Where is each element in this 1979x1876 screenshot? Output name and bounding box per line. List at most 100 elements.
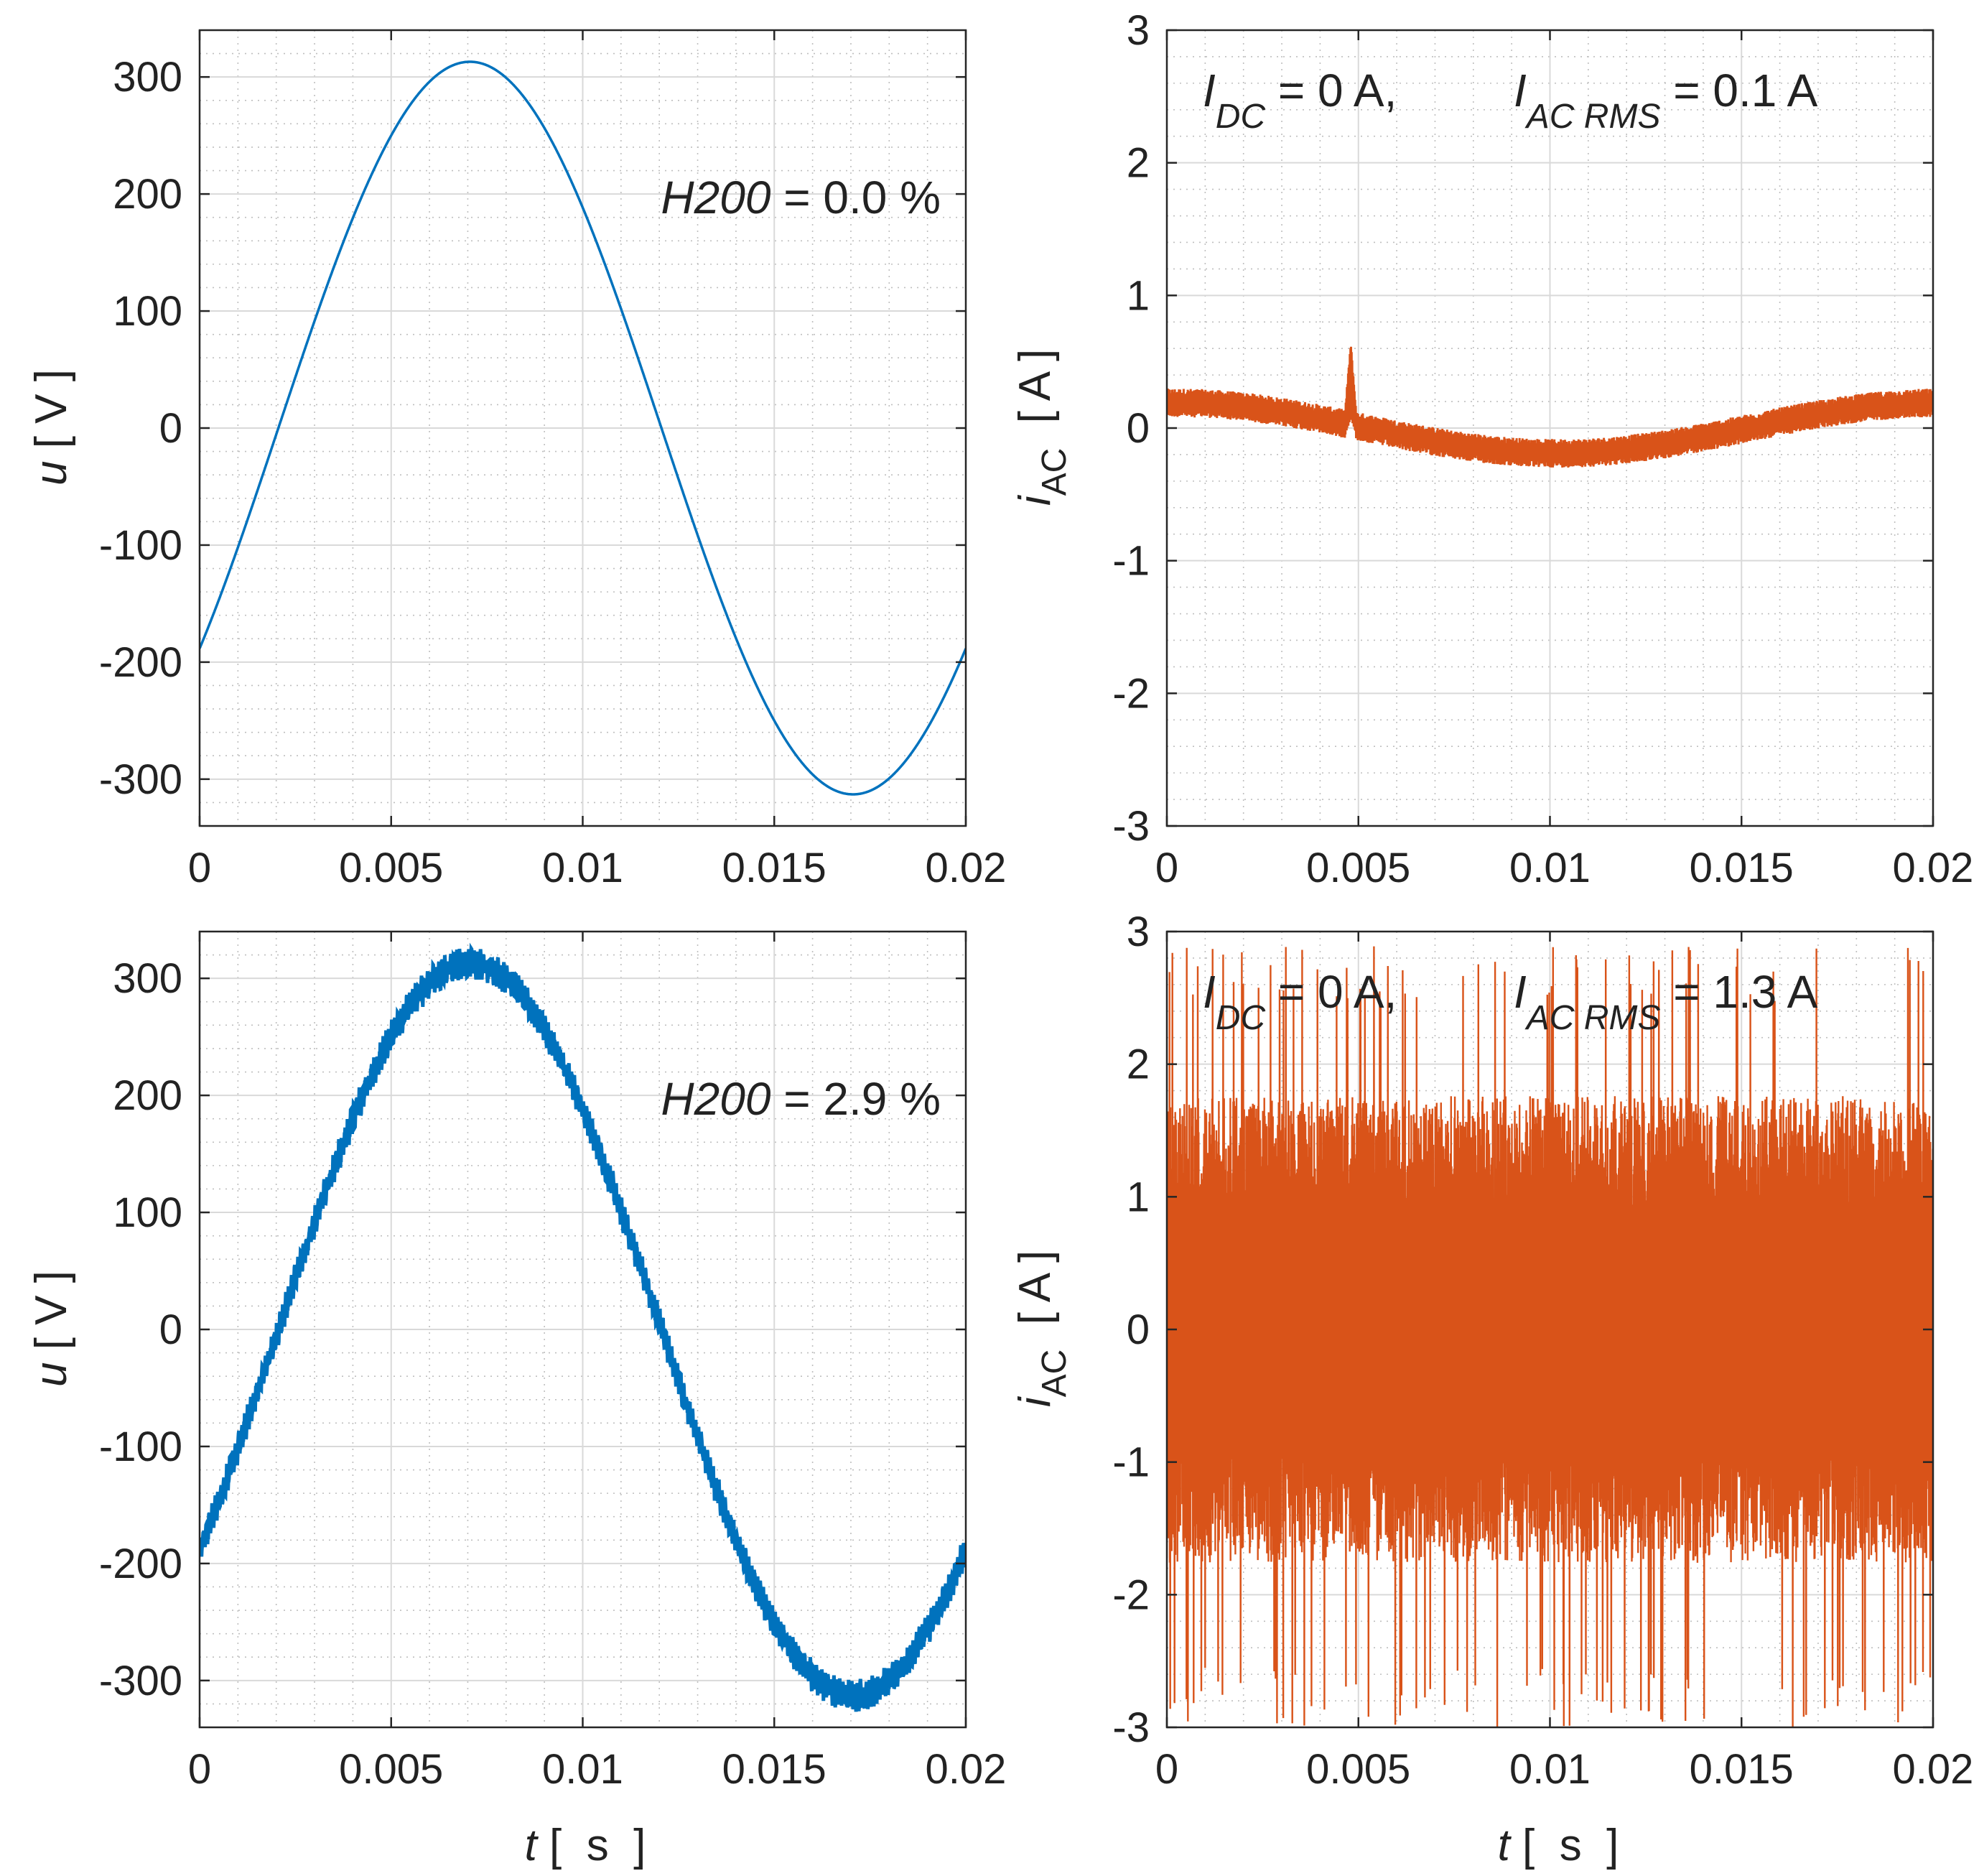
voltage-top-y-tick-label: -300 [99,756,182,803]
current-bottom-xlabel-var: t [1498,1821,1512,1870]
voltage-bottom-y-tick-label: 300 [113,955,182,1002]
current-bottom-ann-t2: = 1.3 A [1660,966,1817,1018]
current-top-series [1167,346,1933,468]
current-top-y-tick-label: 2 [1127,140,1150,187]
current-top-y-tick-label: -2 [1112,670,1150,717]
current-bottom-ylabel-sub: AC [1035,1350,1074,1398]
voltage-top-y-tick-label: 100 [113,288,182,335]
current-top-x-tick-label: 0.01 [1509,845,1591,891]
voltage-top-x-tick-label: 0.01 [542,845,623,891]
voltage-top-ylabel-var: u [27,461,76,486]
voltage-bottom-y-tick-label: -100 [99,1424,182,1470]
current-top-ann-t2: = 0.1 A [1660,65,1817,116]
current-top-ann-i1: I [1203,65,1216,116]
current-top-y-tick-label: -3 [1112,803,1150,850]
current-top-annotation-rms: IAC RMS = 0.1 A [1514,65,1818,136]
voltage-bottom-x-tick-label: 0.01 [542,1746,623,1793]
current-bottom-annotation: IDC = 0 A, [1203,966,1397,1037]
voltage-bottom-x-tick-label: 0.015 [722,1746,826,1793]
current-top-ann-i2: I [1514,65,1527,116]
current-bottom-series [1167,946,1933,1727]
current-bottom-x-tick-label: 0.02 [1893,1746,1974,1793]
voltage-bottom-x-tick-label: 0 [188,1746,211,1793]
voltage-top-y-tick-label: 0 [159,405,182,452]
current-bottom-y-tick-label: 2 [1127,1041,1150,1088]
current-top-ann-t1: = 0 A, [1265,65,1397,116]
voltage-bottom-x-tick-label: 0.005 [339,1746,443,1793]
current-bottom-ann-s2: AC RMS [1524,999,1661,1037]
current-top-tick-labels: 0 0.005 0.01 0.015 0.02 3 2 1 0 -1 -2 -3 [1112,7,1973,891]
current-bottom-x-tick-label: 0.005 [1306,1746,1410,1793]
current-bottom-xlabel-unit: [ s ] [1522,1821,1619,1870]
current-top-x-tick-label: 0.015 [1690,845,1794,891]
current-bottom-x-tick-label: 0 [1155,1746,1178,1793]
voltage-top-ticks [198,30,967,826]
current-bottom-ann-t1: = 0 A, [1265,966,1397,1018]
voltage-top-x-tick-label: 0.015 [722,845,826,891]
current-top-y-axis-label: iAC [ A ] [1010,349,1074,506]
current-bottom-ann-i1: I [1203,966,1216,1018]
current-top-ylabel-sub: AC [1035,448,1074,496]
current-bottom-x-tick-label: 0.015 [1690,1746,1794,1793]
voltage-top-y-tick-label: -200 [99,639,182,686]
current-bottom-y-tick-label: -2 [1112,1571,1150,1618]
current-bottom-series-line [1167,946,1933,1727]
current-top-ylabel-var: i [1010,494,1060,506]
current-bottom-y-tick-label: 0 [1127,1306,1150,1353]
voltage-bottom-x-tick-label: 0.02 [926,1746,1007,1793]
voltage-bottom-ticks [198,932,967,1727]
voltage-bottom-ylabel-var: u [27,1362,76,1387]
voltage-bottom-annotation-var: H200 [661,1073,770,1125]
voltage-top-x-tick-label: 0.02 [926,845,1007,891]
current-bottom-x-tick-label: 0.01 [1509,1746,1591,1793]
current-bottom-tick-labels: 0 0.005 0.01 0.015 0.02 3 2 1 0 -1 -2 -3 [1112,909,1973,1793]
current-top-ylabel-unit: [ A ] [1010,349,1060,423]
current-bottom-annotation-rms: IAC RMS = 1.3 A [1514,966,1818,1037]
voltage-bottom-y-axis-label: u [ V ] [27,1271,76,1387]
voltage-bottom-tick-labels: 0 0.005 0.01 0.015 0.02 300 200 100 0 -100 -200 -30… [99,955,1007,1793]
voltage-top-x-tick-label: 0 [188,845,211,891]
current-bottom-ylabel-var: i [1010,1396,1060,1407]
voltage-bottom-panel: 0 0.005 0.01 0.015 0.02 300 200 100 0 -100 -200 -30… [27,930,1007,1870]
voltage-top-series-line [200,60,966,796]
voltage-bottom-x-axis-label: t [ s ] [525,1821,646,1870]
voltage-top-annotation-text: = 0.0 % [770,172,941,223]
voltage-top-annotation-var: H200 [661,172,770,223]
current-bottom-ann-i2: I [1514,966,1527,1018]
current-bottom-y-tick-label: 1 [1127,1174,1150,1220]
voltage-bottom-annotation: H200 = 2.9 % [661,1073,941,1125]
voltage-bottom-xlabel-var: t [525,1821,539,1870]
voltage-bottom-series-line [200,942,966,1712]
current-top-x-tick-label: 0.005 [1306,845,1410,891]
voltage-bottom-ylabel-unit: [ V ] [27,1271,76,1350]
current-top-y-tick-label: 1 [1127,272,1150,319]
voltage-bottom-y-tick-label: -300 [99,1658,182,1704]
current-top-y-tick-label: 3 [1127,7,1150,54]
current-top-ticks [1165,29,1934,827]
current-top-ann-s2: AC RMS [1524,98,1661,136]
current-top-ann-s1: DC [1216,98,1266,136]
current-top-x-tick-label: 0.02 [1893,845,1974,891]
current-bottom-ylabel-unit: [ A ] [1010,1250,1060,1324]
voltage-top-x-tick-label: 0.005 [339,845,443,891]
current-top-series-line [1167,346,1933,468]
voltage-top-y-tick-label: 300 [113,54,182,101]
voltage-bottom-xlabel-unit: [ s ] [549,1821,646,1870]
current-bottom-x-axis-label: t [ s ] [1498,1821,1619,1870]
voltage-bottom-y-tick-label: -200 [99,1541,182,1587]
current-top-annotation: IDC = 0 A, [1203,65,1397,136]
voltage-top-y-tick-label: 200 [113,171,182,218]
voltage-top-grid [199,29,967,827]
voltage-top-y-axis-label: u [ V ] [27,369,76,486]
current-bottom-ticks [1165,930,1934,1729]
voltage-bottom-y-tick-label: 200 [113,1072,182,1119]
current-bottom-ann-s1: DC [1216,999,1266,1037]
voltage-bottom-series [200,942,966,1712]
current-top-y-tick-label: -1 [1112,538,1150,585]
current-bottom-y-tick-label: 3 [1127,909,1150,955]
voltage-top-tick-labels: 0 0.005 0.01 0.015 0.02 300 200 100 0 -100 -200 -30… [99,54,1007,891]
voltage-top-annotation: H200 = 0.0 % [661,172,941,223]
current-bottom-y-tick-label: -3 [1112,1704,1150,1751]
